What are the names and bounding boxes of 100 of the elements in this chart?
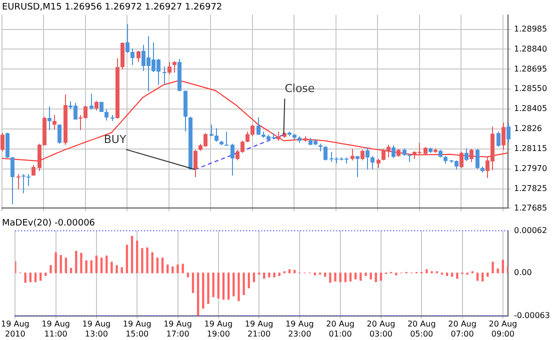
candlestick — [26, 174, 30, 187]
candlestick — [90, 93, 94, 110]
candlestick — [130, 48, 134, 66]
x-tick-label: 20 Aug 01:00 — [326, 320, 355, 338]
bar — [75, 250, 78, 274]
y-tick-label: 1.28985 — [514, 24, 548, 34]
bar — [106, 256, 108, 274]
bar — [314, 272, 316, 276]
bar — [176, 264, 179, 274]
bar — [294, 270, 296, 274]
bar — [364, 272, 367, 276]
bar — [354, 272, 357, 280]
bar — [85, 260, 88, 274]
bar — [64, 258, 68, 274]
candlestick — [324, 146, 328, 161]
bar — [380, 272, 382, 281]
annotation: BUY — [104, 132, 126, 146]
bar — [24, 272, 26, 283]
candlestick — [376, 158, 380, 169]
candlestick — [476, 148, 480, 170]
line-series — [194, 134, 284, 170]
candlestick — [172, 60, 176, 74]
bar — [482, 272, 484, 282]
bar — [349, 272, 352, 282]
bar — [370, 272, 372, 280]
bar — [334, 272, 336, 282]
candlestick — [104, 109, 108, 122]
x-tick-label: 19 Aug 17:00 — [164, 320, 192, 338]
chart-title: EURUSD,M15 1.26956 1.26972 1.26927 1.26972 — [2, 2, 222, 13]
bar — [492, 262, 494, 274]
candlestick — [350, 148, 354, 161]
bar — [263, 272, 266, 279]
candlestick — [52, 114, 56, 130]
bar — [196, 272, 200, 316]
bar — [39, 272, 42, 281]
bar — [151, 252, 154, 274]
x-tick-label: 19 Aug 19:00 — [204, 320, 233, 338]
candlestick — [210, 124, 214, 137]
x-tick-label: 20 Aug 05:00 — [407, 320, 436, 338]
y-tick-label: 1.27970 — [514, 164, 548, 174]
bar — [339, 272, 342, 282]
x-tick-label: 20 Aug 03:00 — [366, 320, 396, 338]
y-tick-label: 1.28695 — [514, 64, 548, 74]
bar — [100, 258, 103, 274]
candlestick — [48, 106, 52, 131]
candlestick — [496, 131, 500, 148]
bar — [496, 268, 499, 274]
bar — [451, 272, 454, 277]
bar — [395, 272, 398, 276]
candlestick — [0, 132, 4, 152]
bar — [329, 272, 332, 283]
bar — [156, 258, 159, 274]
y-tick-label: -0.00063 — [514, 310, 550, 320]
bar — [288, 269, 291, 274]
bar — [54, 252, 57, 274]
candlestick — [392, 144, 396, 158]
bar — [120, 267, 123, 274]
bar — [80, 252, 82, 274]
x-tick-label: 19 Aug 23:00 — [286, 320, 314, 338]
bar — [146, 247, 148, 274]
y-tick-label: 0.00062 — [514, 226, 548, 235]
candlestick — [162, 66, 166, 86]
candlestick — [230, 143, 234, 176]
bar — [222, 272, 225, 300]
candlestick — [224, 131, 228, 146]
candlestick — [256, 116, 260, 136]
bar — [242, 272, 245, 296]
bar — [172, 266, 174, 274]
bar — [238, 272, 240, 302]
bar — [374, 272, 377, 282]
bar — [116, 265, 118, 274]
bar — [29, 272, 32, 282]
candlestick — [366, 146, 370, 170]
y-tick-label: 1.27825 — [514, 184, 548, 194]
bar — [166, 264, 169, 274]
candlestick — [194, 149, 198, 178]
bar — [50, 265, 52, 274]
candlestick — [22, 174, 26, 194]
bar — [186, 272, 189, 278]
bar — [95, 256, 98, 274]
bar — [70, 268, 72, 274]
bar — [502, 260, 504, 274]
bar — [227, 272, 230, 300]
bar — [34, 272, 37, 282]
candlestick — [356, 156, 360, 178]
bar — [446, 272, 448, 276]
bar — [182, 264, 184, 274]
bar — [476, 272, 479, 281]
bar — [192, 272, 194, 294]
bar — [278, 272, 280, 276]
annotation: Close — [284, 82, 315, 96]
bar — [248, 272, 250, 288]
x-tick-label: 19 Aug 2010 — [1, 320, 30, 338]
y-tick-label: 1.28115 — [514, 144, 548, 154]
y-tick-label: 1.28550 — [514, 84, 548, 94]
y-tick-label: 1.28405 — [514, 104, 548, 114]
candlestick — [58, 124, 62, 144]
y-tick-label: 1.28840 — [514, 44, 548, 54]
bar — [344, 272, 346, 282]
bar — [207, 272, 210, 304]
